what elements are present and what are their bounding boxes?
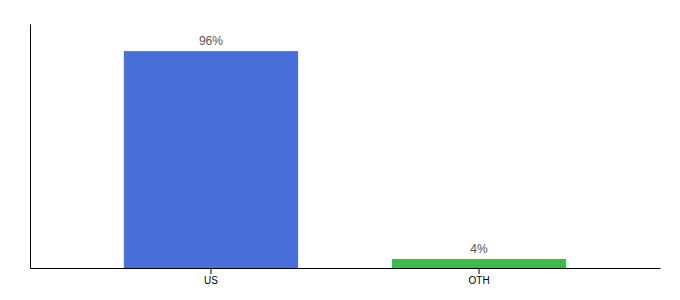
x-tick: OTH xyxy=(468,268,489,286)
x-tick: US xyxy=(204,268,218,286)
chart: US OTH 96% 4% xyxy=(0,0,680,300)
data-labels: 96% 4% xyxy=(199,34,488,256)
x-axis: US OTH xyxy=(31,268,661,286)
data-label: 96% xyxy=(199,34,223,48)
x-tick-label: OTH xyxy=(468,275,489,286)
x-tick-mark xyxy=(479,268,480,274)
x-tick-label: US xyxy=(204,275,218,286)
x-tick-mark xyxy=(210,268,211,274)
bar xyxy=(392,259,566,268)
y-axis xyxy=(30,25,31,269)
x-axis-line xyxy=(31,268,661,269)
bar xyxy=(124,51,298,268)
plot-area: US OTH 96% 4% xyxy=(31,25,661,287)
data-label: 4% xyxy=(470,242,488,256)
bars xyxy=(124,51,566,268)
y-axis-line xyxy=(30,25,31,269)
